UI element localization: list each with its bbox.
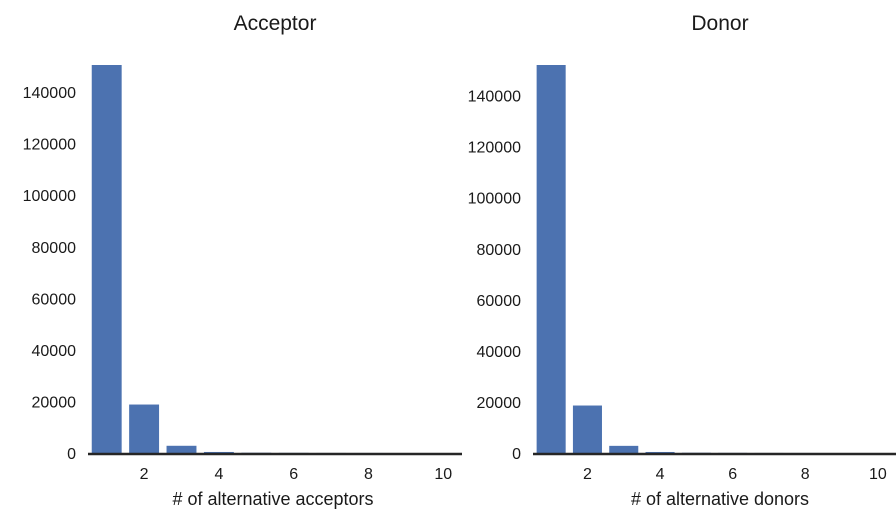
donor-y-tick-label: 20000 (477, 395, 522, 412)
acceptor-bar-1 (91, 65, 122, 453)
acceptor-y-tick-label: 140000 (23, 85, 76, 102)
donor-y-tick-label: 80000 (477, 242, 522, 259)
acceptor-x-tick-label: 2 (140, 466, 149, 483)
donor-y-tick-label: 100000 (468, 191, 521, 208)
donor-panel: Donor # of alternative donors 0 20000 4000… (468, 12, 896, 509)
acceptor-x-tick-label: 10 (434, 466, 452, 483)
donor-bar-3 (609, 445, 639, 453)
donor-title: Donor (691, 12, 748, 35)
donor-x-axis-label: # of alternative donors (631, 489, 809, 509)
acceptor-y-tick-label: 40000 (32, 343, 77, 360)
acceptor-x-tick-label: 8 (364, 466, 373, 483)
donor-x-tick-label: 2 (583, 466, 592, 483)
acceptor-x-tick-label: 6 (289, 466, 298, 483)
acceptor-x-axis-label: # of alternative acceptors (172, 489, 373, 509)
donor-y-tick-label: 40000 (477, 344, 522, 361)
donor-x-tick-label: 10 (869, 466, 887, 483)
donor-y-tick-label: 60000 (477, 293, 522, 310)
acceptor-title: Acceptor (234, 12, 317, 35)
donor-y-tick-label: 140000 (468, 89, 521, 106)
acceptor-x-tick-label: 4 (214, 466, 223, 483)
acceptor-panel: Acceptor # of alternative acceptors 0 200… (23, 12, 462, 509)
acceptor-y-tick-label: 80000 (32, 240, 77, 257)
donor-x-tick-label: 8 (801, 466, 810, 483)
acceptor-y-tick-label: 20000 (32, 394, 77, 411)
acceptor-y-tick-label: 100000 (23, 188, 76, 205)
acceptor-y-tick-label: 120000 (23, 137, 76, 154)
donor-bar-4 (645, 451, 675, 453)
donor-y-tick-label: 120000 (468, 140, 521, 157)
acceptor-y-tick-label: 60000 (32, 291, 77, 308)
donor-x-tick-label: 4 (656, 466, 665, 483)
donor-bar-1 (536, 65, 566, 453)
donor-bar-2 (572, 405, 602, 453)
acceptor-bar-4 (203, 451, 234, 453)
acceptor-bar-3 (166, 445, 197, 453)
acceptor-bar-2 (129, 404, 160, 453)
donor-y-tick-label: 0 (512, 446, 521, 463)
acceptor-y-tick-label: 0 (67, 446, 76, 463)
donor-x-tick-label: 6 (728, 466, 737, 483)
